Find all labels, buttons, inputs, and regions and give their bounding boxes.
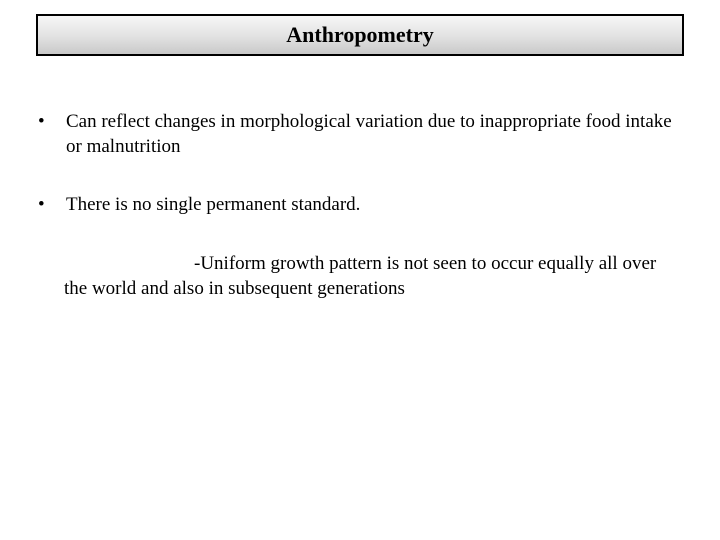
slide: Anthropometry • Can reflect changes in m… — [0, 0, 720, 540]
content-area: • Can reflect changes in morphological v… — [36, 110, 684, 301]
sub-note-text: Uniform growth pattern is not seen to oc… — [64, 253, 656, 299]
bullet-text: Can reflect changes in morphological var… — [66, 110, 684, 159]
bullet-item: • Can reflect changes in morphological v… — [36, 110, 684, 159]
bullet-marker: • — [36, 110, 66, 135]
bullet-text: There is no single permanent standard. — [66, 193, 684, 218]
slide-title: Anthropometry — [286, 22, 433, 48]
sub-note: -Uniform growth pattern is not seen to o… — [64, 252, 684, 301]
bullet-marker: • — [36, 193, 66, 218]
title-banner: Anthropometry — [36, 14, 684, 56]
bullet-item: • There is no single permanent standard. — [36, 193, 684, 218]
